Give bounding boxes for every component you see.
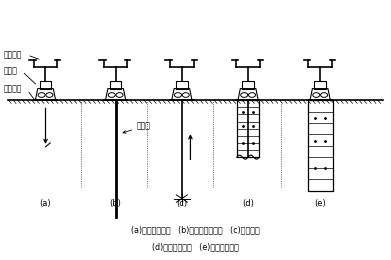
Text: (a): (a) (40, 199, 51, 208)
Text: (e): (e) (314, 199, 326, 208)
Text: 钻孔机械: 钻孔机械 (4, 84, 22, 93)
Text: 旋喷管: 旋喷管 (123, 122, 151, 133)
Text: (a)钻机就位钻孔   (b)钻孔至设计高程   (c)旋喷开始: (a)钻机就位钻孔 (b)钻孔至设计高程 (c)旋喷开始 (131, 225, 260, 234)
Text: (b): (b) (110, 199, 122, 208)
Text: (d)边旋喷边提升   (e)旋喷结束成桩: (d)边旋喷边提升 (e)旋喷结束成桩 (152, 242, 239, 251)
Text: 高压胶管: 高压胶管 (4, 50, 22, 60)
Bar (307, 100, 333, 191)
Text: (c): (c) (176, 199, 187, 208)
Text: (d): (d) (242, 199, 254, 208)
Bar (110, 81, 122, 89)
Bar (237, 100, 259, 157)
Bar (39, 81, 51, 89)
Bar (242, 81, 254, 89)
Bar (176, 81, 188, 89)
Text: 压浆车: 压浆车 (4, 66, 18, 75)
Bar (314, 81, 326, 89)
